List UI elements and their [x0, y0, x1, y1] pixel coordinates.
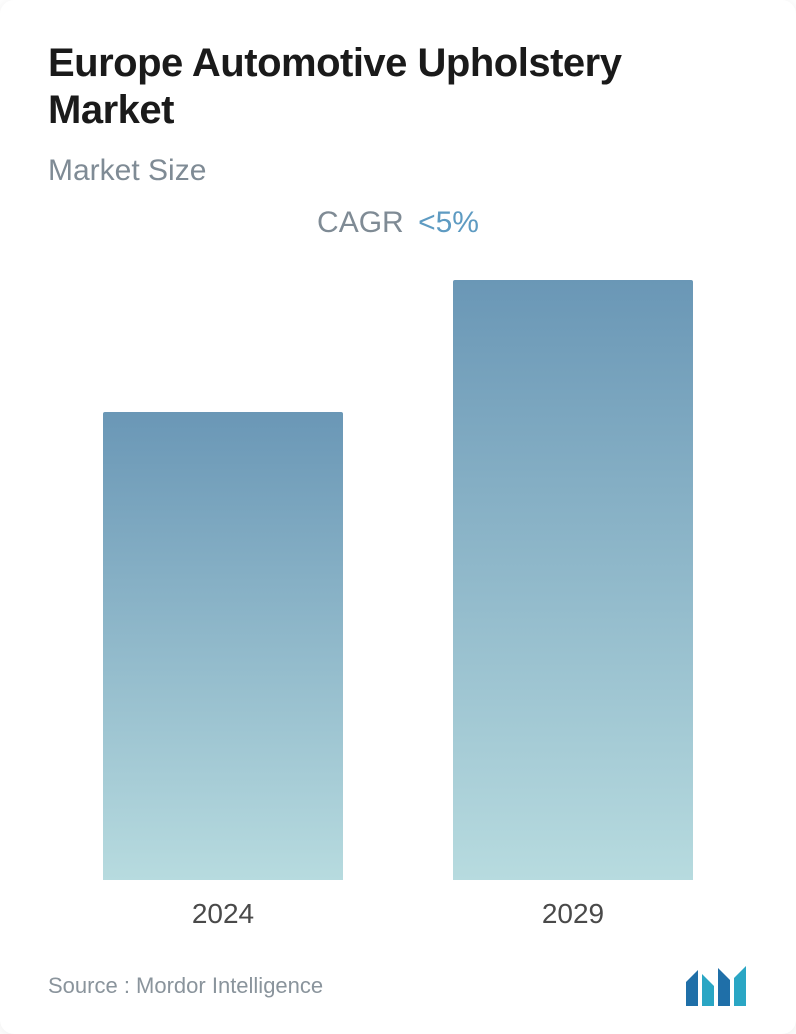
chart-card: Europe Automotive Upholstery Market Mark… [0, 0, 796, 1034]
bar [103, 412, 343, 880]
chart-subtitle: Market Size [48, 154, 748, 188]
footer-row: Source : Mordor Intelligence [48, 958, 748, 1008]
bar-column: 2024 [103, 280, 343, 930]
chart-title: Europe Automotive Upholstery Market [48, 40, 748, 134]
source-text: Source : Mordor Intelligence [48, 973, 323, 999]
cagr-label: CAGR [317, 206, 404, 239]
cagr-row: CAGR <5% [48, 206, 748, 240]
bar-category-label: 2024 [192, 898, 254, 930]
bar-column: 2029 [453, 280, 693, 930]
bar [453, 280, 693, 880]
brand-logo-icon [684, 964, 748, 1008]
cagr-value: <5% [418, 206, 479, 239]
bar-chart: 2024 2029 [48, 240, 748, 930]
bar-category-label: 2029 [542, 898, 604, 930]
